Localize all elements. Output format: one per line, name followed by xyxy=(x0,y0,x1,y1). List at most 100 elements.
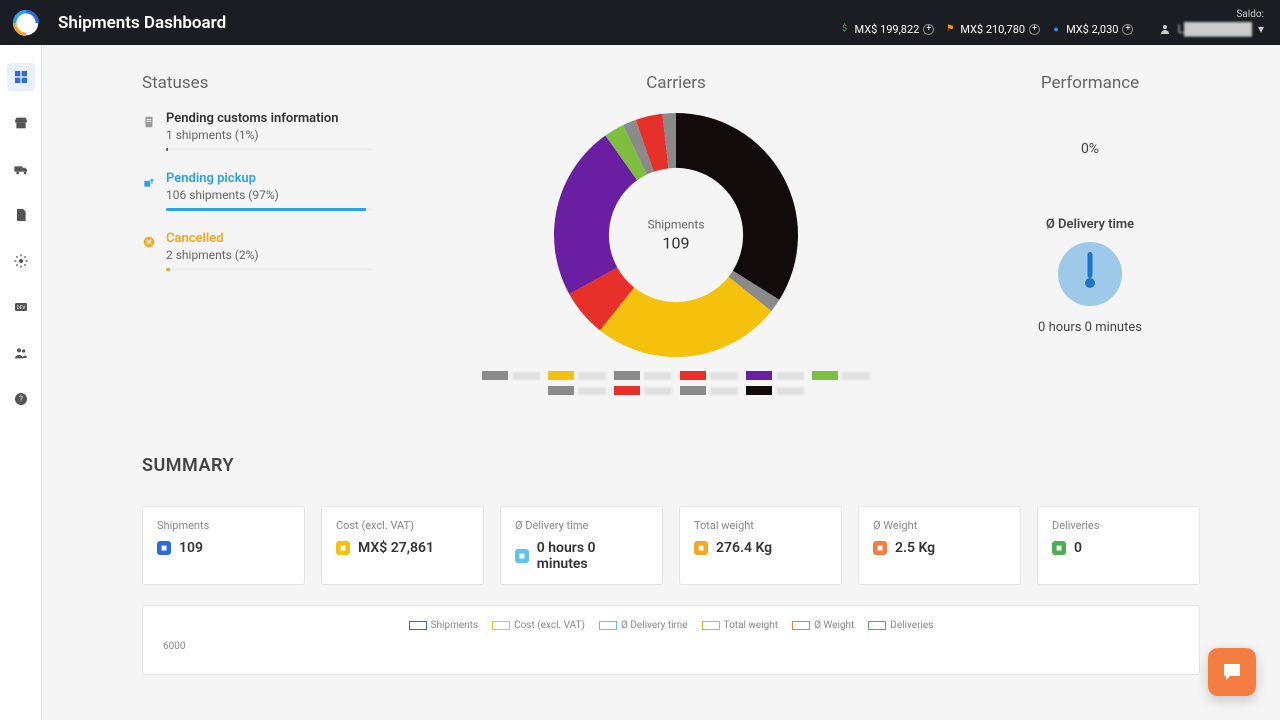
donut-slice[interactable] xyxy=(676,113,798,300)
legend-item[interactable] xyxy=(680,371,738,380)
sidebar-item-document[interactable] xyxy=(7,201,35,229)
main-content: Statuses Pending customs information 1 s… xyxy=(42,45,1280,720)
status-sub: 2 shipments (2%) xyxy=(166,248,372,262)
chart-legend-item[interactable]: Shipments xyxy=(409,620,479,631)
plus-icon[interactable]: + xyxy=(1122,24,1133,35)
chart-legend-item[interactable]: Total weight xyxy=(702,620,778,631)
chart-legend-item[interactable]: Cost (excl. VAT) xyxy=(492,620,585,631)
saldo-label: Saldo: xyxy=(1236,9,1264,20)
sidebar-item-users[interactable] xyxy=(7,339,35,367)
card-label: Deliveries xyxy=(1052,519,1185,532)
legend-item[interactable] xyxy=(746,386,804,395)
plus-icon[interactable]: + xyxy=(1029,24,1040,35)
status-icon xyxy=(142,175,156,189)
chart-legend-item[interactable]: Deliveries xyxy=(868,620,933,631)
legend-item[interactable] xyxy=(548,371,606,380)
card-label: Shipments xyxy=(157,519,290,532)
chart-legend-swatch xyxy=(792,621,810,630)
page-title: Shipments Dashboard xyxy=(58,13,226,33)
chart-legend-swatch xyxy=(599,621,617,630)
sidebar-item-help[interactable]: ? xyxy=(7,385,35,413)
chart-legend-item[interactable]: Ø Weight xyxy=(792,620,854,631)
document-icon xyxy=(13,207,29,223)
currency-icon: ● xyxy=(1050,23,1062,35)
carriers-donut-chart: Shipments 109 xyxy=(552,111,800,359)
card-icon: ■ xyxy=(1052,541,1066,555)
legend-item[interactable] xyxy=(746,371,804,380)
plus-icon[interactable]: + xyxy=(923,24,934,35)
status-label: Pending pickup xyxy=(166,171,372,186)
legend-item[interactable] xyxy=(482,371,540,380)
store-icon xyxy=(13,115,29,131)
dev-icon: DEV xyxy=(13,299,29,315)
status-item[interactable]: Pending customs information 1 shipments … xyxy=(142,111,372,151)
delivery-time-title: Ø Delivery time xyxy=(1046,217,1134,232)
balance-amount: MX$ 210,780 xyxy=(960,23,1025,36)
sidebar-item-store[interactable] xyxy=(7,109,35,137)
chart-legend-swatch xyxy=(702,621,720,630)
legend-swatch xyxy=(614,371,640,380)
carriers-title: Carriers xyxy=(646,73,706,93)
sidebar-item-truck[interactable] xyxy=(7,155,35,183)
legend-label xyxy=(512,372,540,380)
status-label: Cancelled xyxy=(166,231,372,246)
chart-y-tick: 6000 xyxy=(163,641,1179,652)
status-item[interactable]: Cancelled 2 shipments (2%) xyxy=(142,231,372,271)
card-value: 109 xyxy=(179,540,203,556)
users-icon xyxy=(13,345,29,361)
card-icon: ■ xyxy=(515,549,529,563)
summary-card: Deliveries ■ 0 xyxy=(1037,506,1200,585)
summary-card: Shipments ■ 109 xyxy=(142,506,305,585)
legend-item[interactable] xyxy=(614,371,672,380)
currency-icon: $ xyxy=(839,23,851,35)
summary-cards: Shipments ■ 109 Cost (excl. VAT) ■ MX$ 2… xyxy=(142,506,1200,585)
legend-item[interactable] xyxy=(680,386,738,395)
balance-item[interactable]: ⚑MX$ 210,780+ xyxy=(944,23,1040,36)
carriers-legend xyxy=(456,371,896,395)
legend-swatch xyxy=(680,386,706,395)
legend-item[interactable] xyxy=(614,386,672,395)
balance-item[interactable]: $ MX$ 199,822+ xyxy=(839,23,935,36)
legend-label xyxy=(776,387,804,395)
dashboard-icon xyxy=(13,69,29,85)
legend-label xyxy=(644,372,672,380)
balance-amount: MX$ 2,030 xyxy=(1066,23,1118,36)
summary-chart: Shipments Cost (excl. VAT) Ø Delivery time… xyxy=(142,605,1200,675)
balance-amount: MX$ 199,822 xyxy=(855,23,920,36)
user-menu[interactable]: L████████ ▾ xyxy=(1159,22,1264,36)
status-item[interactable]: Pending pickup 106 shipments (97%) xyxy=(142,171,372,211)
chart-legend-label: Ø Delivery time xyxy=(621,620,688,631)
donut-center-label: Shipments xyxy=(647,218,704,232)
chart-legend-label: Deliveries xyxy=(890,620,933,631)
legend-item[interactable] xyxy=(812,371,870,380)
legend-swatch xyxy=(482,371,508,380)
sidebar-item-dev[interactable]: DEV xyxy=(7,293,35,321)
legend-label xyxy=(578,387,606,395)
help-icon: ? xyxy=(13,391,29,407)
sidebar-item-settings[interactable] xyxy=(7,247,35,275)
legend-swatch xyxy=(548,371,574,380)
chart-legend-swatch xyxy=(868,621,886,630)
chevron-down-icon: ▾ xyxy=(1258,22,1264,36)
chart-legend-label: Ø Weight xyxy=(814,620,854,631)
legend-label xyxy=(644,387,672,395)
legend-label xyxy=(710,387,738,395)
truck-icon xyxy=(13,161,29,177)
card-value: MX$ 27,861 xyxy=(358,540,434,556)
topbar-right: Saldo: $MX$ 199,822+⚑MX$ 210,780+●MX$ 2,… xyxy=(839,9,1264,36)
chart-legend-label: Cost (excl. VAT) xyxy=(514,620,585,631)
settings-icon xyxy=(13,253,29,269)
legend-label xyxy=(710,372,738,380)
chart-legend-item[interactable]: Ø Delivery time xyxy=(599,620,688,631)
summary-card: Ø Delivery time ■ 0 hours 0 minutes xyxy=(500,506,663,585)
legend-item[interactable] xyxy=(548,386,606,395)
card-value: 276.4 Kg xyxy=(716,540,772,556)
delivery-time-value: 0 hours 0 minutes xyxy=(1038,320,1142,335)
sidebar-item-dashboard[interactable] xyxy=(7,63,35,91)
legend-swatch xyxy=(746,371,772,380)
balance-item[interactable]: ● MX$ 2,030 + xyxy=(1050,23,1133,36)
summary-card: Total weight ■ 276.4 Kg xyxy=(679,506,842,585)
card-label: Ø Delivery time xyxy=(515,519,648,532)
chat-button[interactable] xyxy=(1208,648,1256,696)
donut-center-value: 109 xyxy=(647,234,704,253)
